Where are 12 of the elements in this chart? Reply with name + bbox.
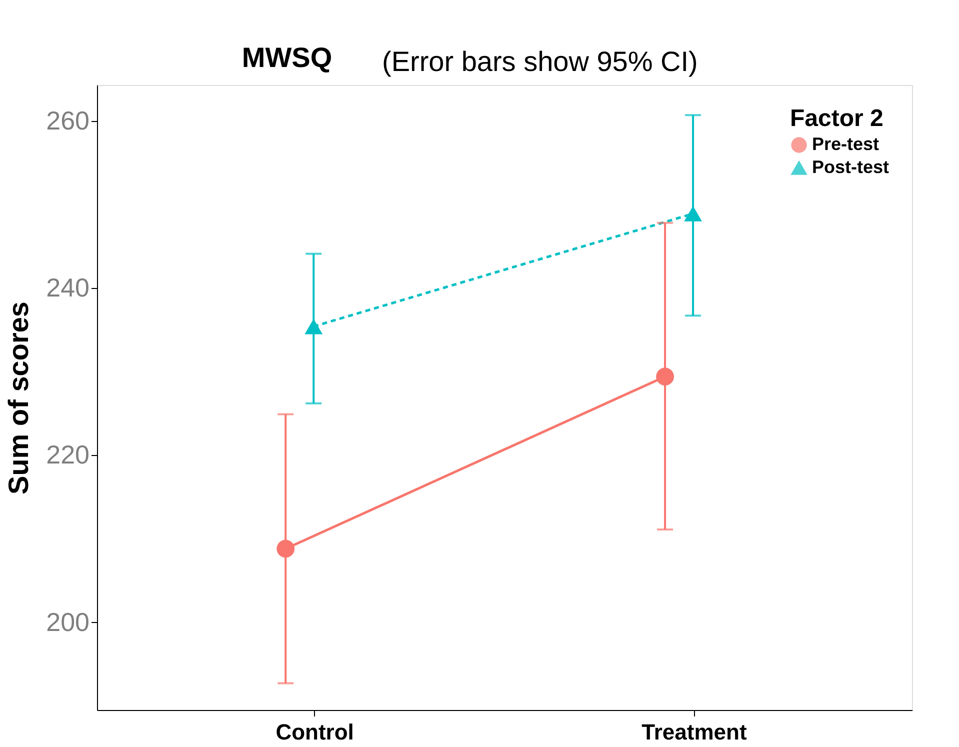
x-tick-label: Control	[276, 720, 354, 744]
legend-label: Pre-test	[812, 134, 880, 154]
y-tick-label: 240	[46, 272, 90, 303]
y-tick-label: 260	[46, 105, 90, 136]
legend-label: Post-test	[812, 157, 890, 177]
y-tick-label: 220	[46, 440, 90, 470]
chart-subtitle: (Error bars show 95% CI)	[382, 46, 698, 77]
chart-title: MWSQ	[242, 42, 332, 73]
y-axis-title: Sum of scores	[3, 302, 34, 494]
x-tick-label: Treatment	[642, 720, 748, 744]
legend-title: Factor 2	[790, 105, 884, 132]
y-tick-label: 200	[46, 606, 90, 637]
